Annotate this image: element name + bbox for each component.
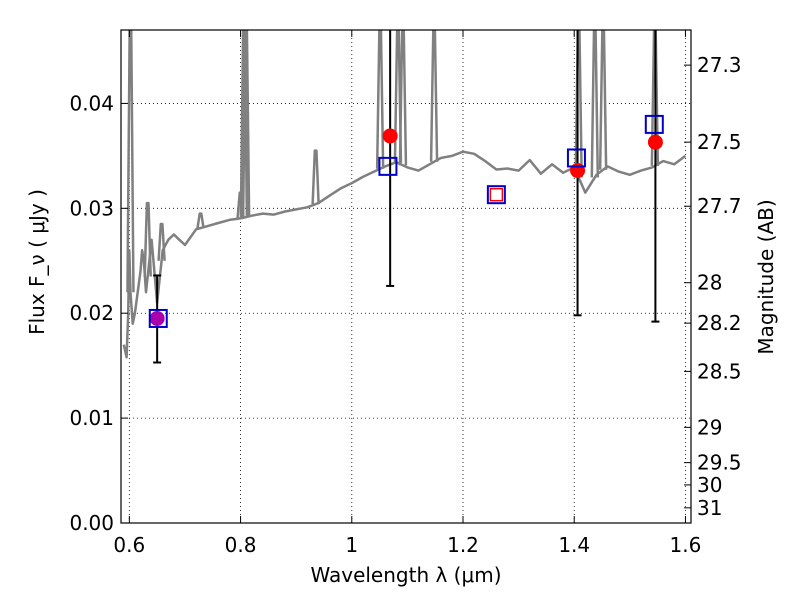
plot-frame	[120, 29, 692, 524]
model-photometry-points	[148, 114, 664, 328]
magnitude-tick-label: 28.2	[697, 311, 742, 335]
model-photometry-point	[148, 308, 168, 328]
magnitude-tick-label: 27.7	[697, 194, 742, 218]
spectrum-spike	[398, 30, 408, 166]
observed-point	[647, 134, 663, 150]
observed-point	[149, 310, 165, 326]
magnitude-axis-label: Magnitude (AB)	[754, 199, 778, 354]
spectrum-spike	[650, 30, 660, 166]
model-spectrum-spikes	[126, 30, 660, 293]
y-tick-label: 0.02	[69, 301, 114, 325]
magnitude-tick-label: 28.5	[697, 359, 742, 383]
magnitude-tick-label: 29.5	[697, 451, 742, 475]
magnitude-tick-label: 31	[697, 496, 722, 520]
model-photometry-point	[566, 148, 586, 168]
spectrum-spike	[429, 30, 439, 162]
magnitude-tick-label: 27.3	[697, 53, 742, 77]
observed-point	[570, 163, 586, 179]
y-tick-label: 0.00	[69, 511, 114, 535]
y-tick-label: 0.01	[69, 406, 114, 430]
x-tick-label: 1.2	[447, 533, 479, 557]
x-axis-label: Wavelength λ (μm)	[310, 563, 501, 587]
observed-point	[382, 128, 398, 144]
spectrum-spike	[241, 30, 251, 218]
spectrum-spike	[196, 212, 205, 229]
y-tick-label: 0.03	[69, 196, 114, 220]
upper-limit-points	[489, 187, 504, 202]
spectrum-spike	[590, 30, 600, 178]
spectrum-spike	[143, 201, 152, 277]
magnitude-tick-label: 30	[697, 473, 722, 497]
model-spectrum-line	[122, 150, 687, 359]
x-tick-label: 1.6	[670, 533, 702, 557]
spectrum-spike	[157, 222, 166, 261]
spectrum-spike	[375, 30, 385, 169]
magnitude-tick-label: 29	[697, 415, 722, 439]
y-tick-label: 0.04	[69, 91, 114, 115]
y-axis-label: Flux F_ν ( μJy )	[25, 189, 49, 335]
model-photometry-point	[378, 156, 398, 176]
x-tick-label: 0.6	[113, 533, 145, 557]
spectrum-spike	[598, 30, 608, 170]
model-photometry-point	[644, 114, 664, 134]
x-axis-ticks: 0.6 0.8 1 1.2 1.4 1.6	[113, 30, 701, 557]
x-tick-label: 0.8	[225, 533, 257, 557]
y-axis-ticks: 0.00 0.01 0.02 0.03 0.04	[69, 91, 128, 535]
spectrum-spike	[239, 30, 249, 218]
model-photometry-point	[486, 185, 506, 205]
x-tick-label: 1.4	[558, 533, 590, 557]
spectrum-spike	[311, 149, 320, 205]
magnitude-tick-label: 28	[697, 271, 722, 295]
observed-points	[149, 128, 663, 326]
upper-limit-point	[489, 187, 504, 202]
magnitude-tick-label: 27.5	[697, 130, 742, 154]
x-tick-label: 1	[345, 533, 358, 557]
spectrum-spike	[126, 30, 135, 293]
